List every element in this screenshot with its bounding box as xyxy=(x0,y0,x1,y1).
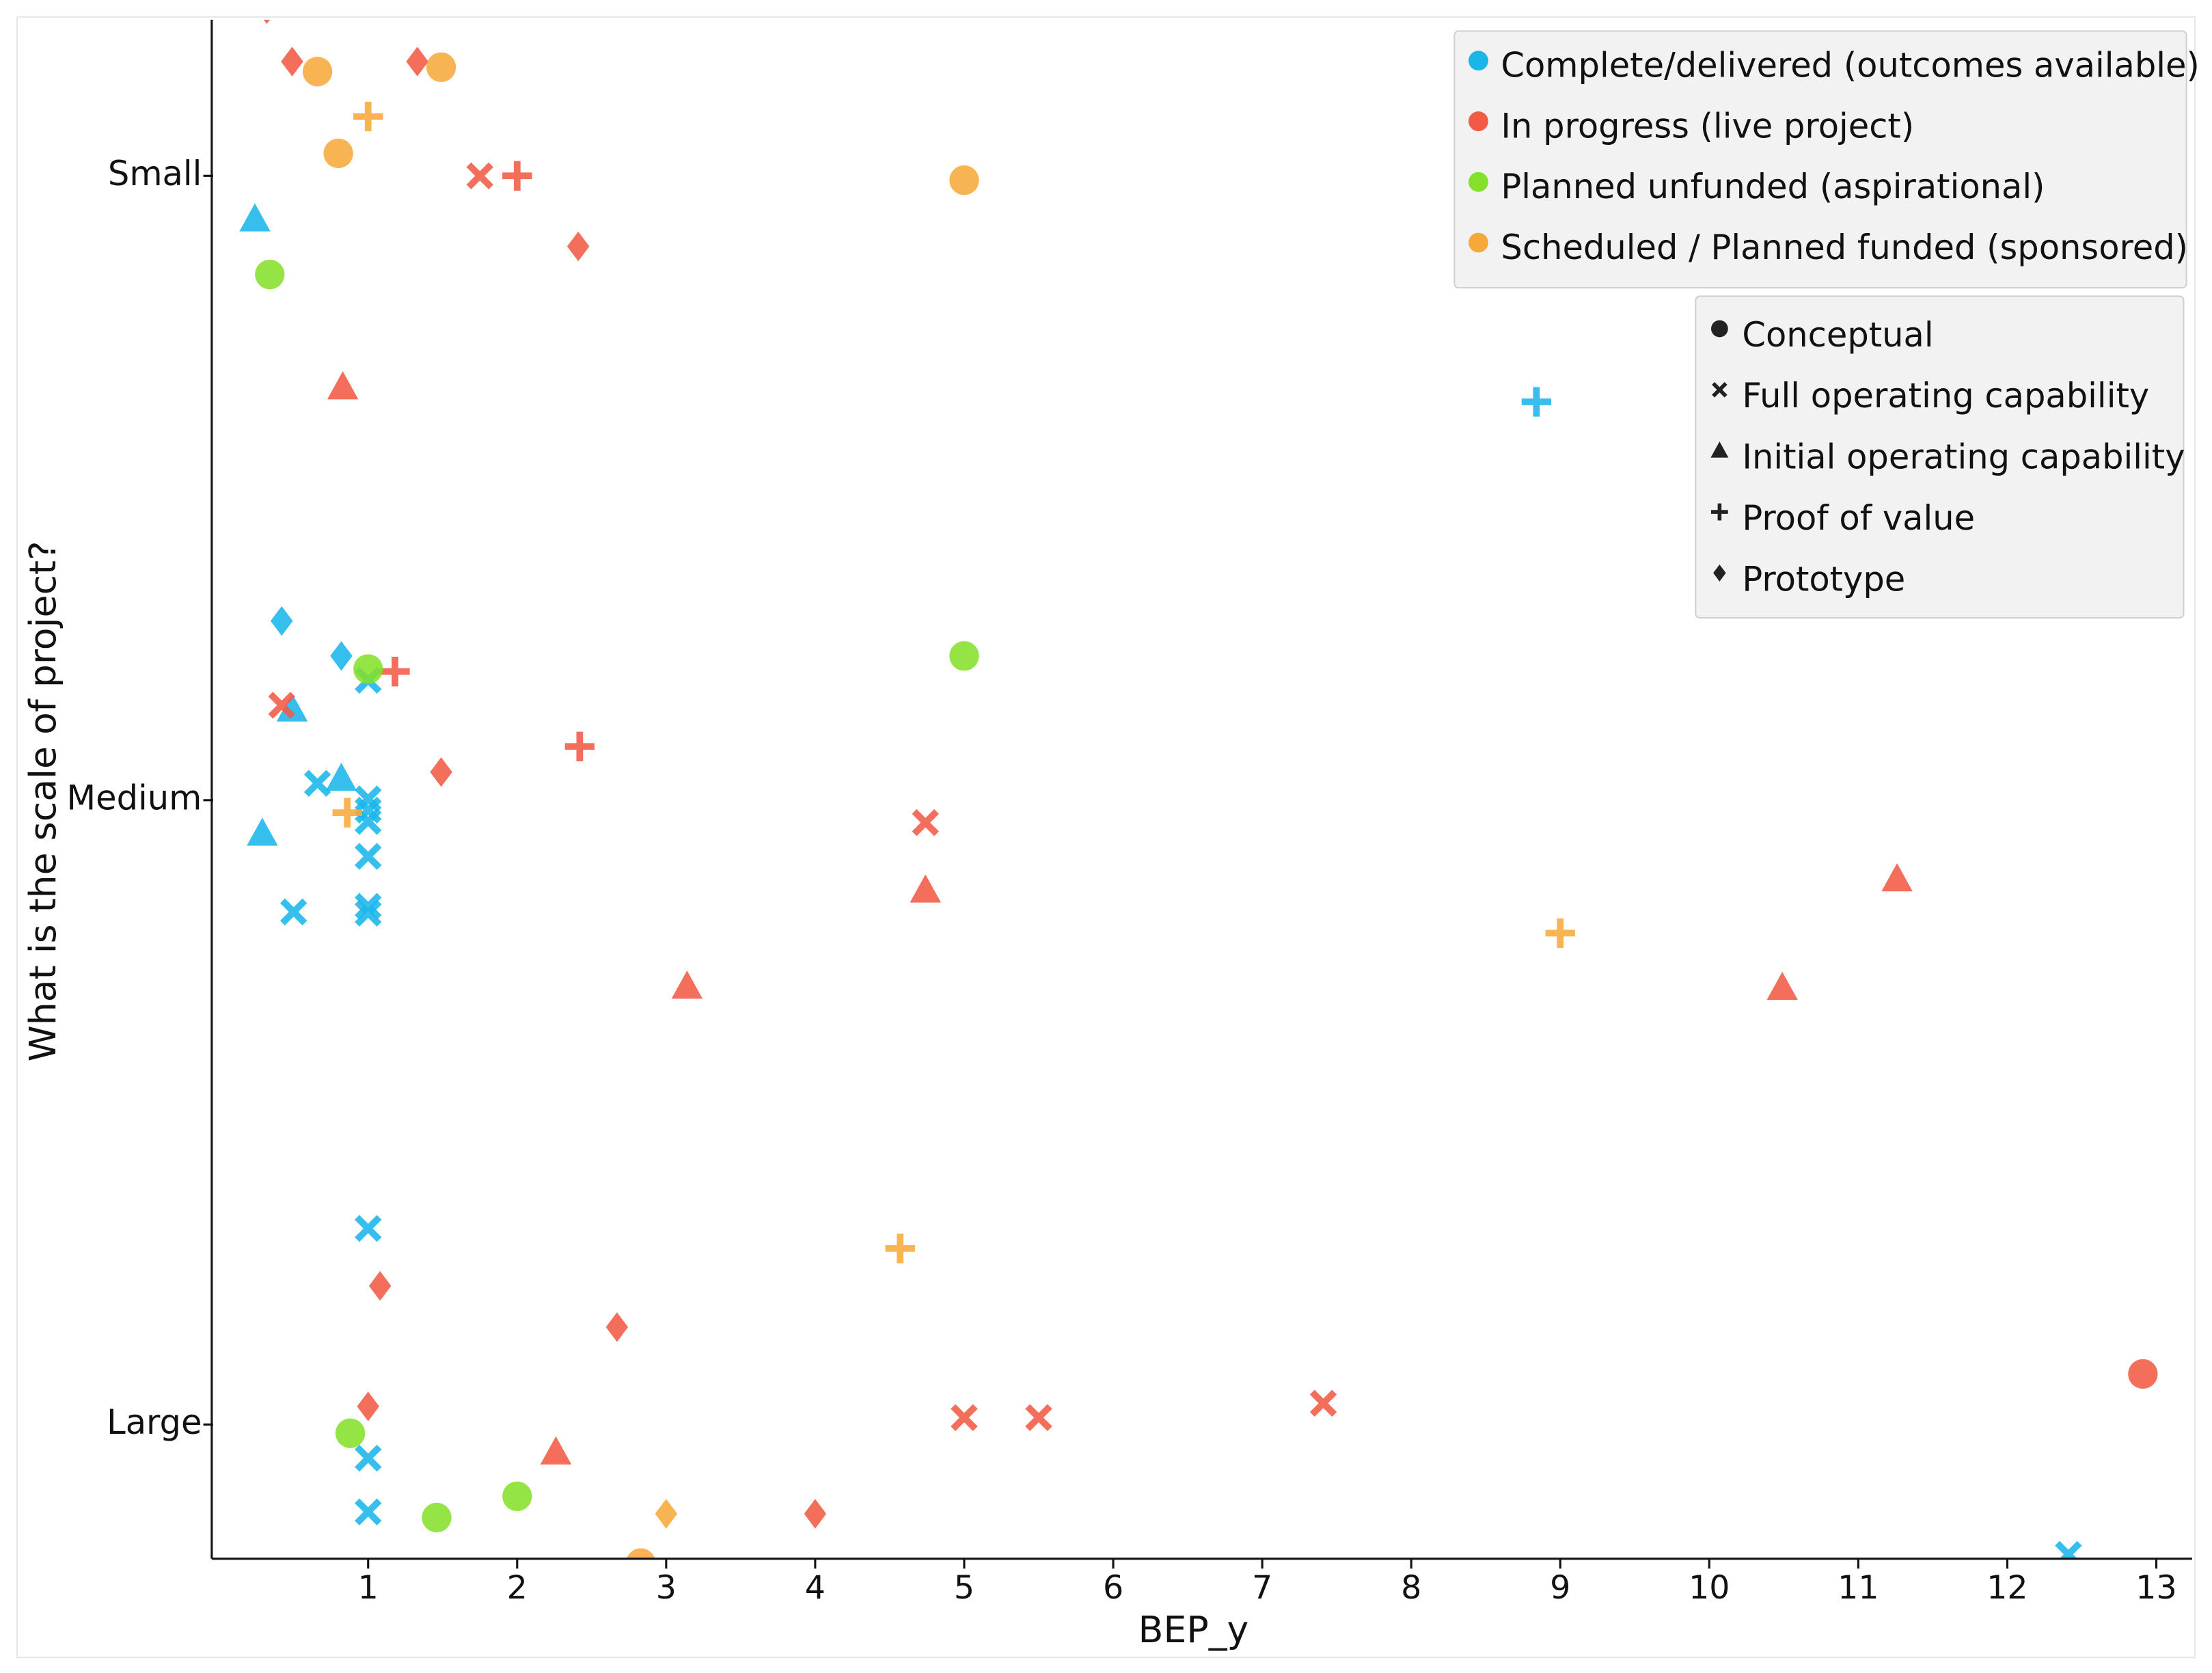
legend-label: Prototype xyxy=(1742,559,1905,599)
point xyxy=(502,161,532,191)
point xyxy=(949,641,979,671)
point xyxy=(279,898,308,926)
point xyxy=(951,1404,978,1432)
point xyxy=(332,798,362,828)
point xyxy=(302,57,333,87)
point xyxy=(355,1214,382,1242)
y-tick-label: Medium xyxy=(66,778,202,817)
point xyxy=(380,656,410,687)
point xyxy=(1766,971,1798,1001)
point xyxy=(323,138,353,169)
x-tick-label: 4 xyxy=(805,1569,825,1607)
x-tick-label: 2 xyxy=(507,1569,528,1607)
y-axis-label: What is the scale of project? xyxy=(21,541,64,1061)
point xyxy=(1545,918,1575,949)
legend-marker xyxy=(1710,320,1728,338)
legend-stage xyxy=(1695,295,2185,619)
legend-label: Initial operating capability xyxy=(1742,437,2185,477)
point xyxy=(540,1436,572,1465)
point xyxy=(910,874,942,903)
point xyxy=(303,770,331,797)
legend-label: Planned unfunded (aspirational) xyxy=(1501,167,2045,206)
point xyxy=(1025,1404,1052,1432)
point xyxy=(330,641,353,671)
point xyxy=(671,970,703,999)
legend-status xyxy=(1453,30,2187,289)
point xyxy=(502,1481,532,1512)
point xyxy=(255,259,285,290)
legend-label: Conceptual xyxy=(1742,315,1933,355)
legend-label: In progress (live project) xyxy=(1501,106,1914,146)
point xyxy=(239,203,271,232)
x-tick-label: 12 xyxy=(1986,1569,2027,1607)
x-tick-label: 8 xyxy=(1401,1569,1421,1607)
point xyxy=(885,1234,915,1264)
point xyxy=(605,1312,629,1342)
point xyxy=(357,1391,379,1422)
point xyxy=(270,606,293,636)
y-tick-label: Large xyxy=(107,1402,202,1442)
x-tick-label: 11 xyxy=(1838,1569,1879,1607)
legend-label: Complete/delivered (outcomes available) xyxy=(1501,46,2199,85)
point xyxy=(2055,1540,2082,1559)
plot-area xyxy=(239,19,2158,1559)
point xyxy=(353,654,383,684)
point xyxy=(327,371,359,400)
point xyxy=(430,757,452,787)
point xyxy=(281,46,303,77)
legend-label: Proof of value xyxy=(1742,498,1975,538)
point xyxy=(355,843,382,870)
x-tick-label: 13 xyxy=(2135,1569,2176,1607)
point xyxy=(1309,1389,1337,1417)
point xyxy=(276,693,308,722)
x-tick-label: 1 xyxy=(358,1569,379,1607)
legend-marker xyxy=(1710,503,1728,521)
point xyxy=(263,19,271,25)
legend-marker xyxy=(1712,382,1728,398)
point xyxy=(422,1502,452,1533)
legend-label: Full operating capability xyxy=(1742,376,2149,416)
x-tick-label: 6 xyxy=(1103,1569,1123,1607)
point xyxy=(335,1418,366,1448)
y-tick-label: Small xyxy=(108,154,202,193)
legend-swatch xyxy=(1468,172,1488,192)
point xyxy=(426,52,456,83)
point xyxy=(353,101,383,132)
point xyxy=(655,1499,678,1529)
frame xyxy=(16,16,2196,1659)
point xyxy=(566,231,590,262)
point xyxy=(1521,387,1552,417)
x-axis-label: BEP_y xyxy=(1138,1608,1249,1651)
point xyxy=(912,809,939,836)
legend-swatch xyxy=(1468,111,1488,131)
point xyxy=(268,692,295,719)
point xyxy=(627,1548,655,1559)
legend-swatch xyxy=(1468,232,1488,253)
x-tick-label: 5 xyxy=(954,1569,974,1607)
legend-label: Scheduled / Planned funded (sponsored) xyxy=(1501,228,2188,267)
point xyxy=(355,893,382,920)
point xyxy=(1881,863,1913,892)
point xyxy=(2128,1359,2158,1389)
x-tick-label: 7 xyxy=(1252,1569,1272,1607)
point xyxy=(368,1270,392,1301)
point xyxy=(406,46,428,77)
point xyxy=(949,165,979,195)
point xyxy=(247,817,278,846)
legend-marker xyxy=(1710,441,1729,458)
point xyxy=(804,1499,827,1529)
point xyxy=(355,1498,382,1525)
x-tick-label: 9 xyxy=(1550,1569,1570,1607)
legend-swatch xyxy=(1468,51,1488,71)
point xyxy=(355,899,382,927)
point xyxy=(466,162,493,189)
point xyxy=(564,731,595,761)
point xyxy=(355,1445,382,1472)
point xyxy=(325,762,357,791)
x-tick-label: 10 xyxy=(1689,1569,1730,1607)
x-tick-label: 3 xyxy=(656,1569,677,1607)
